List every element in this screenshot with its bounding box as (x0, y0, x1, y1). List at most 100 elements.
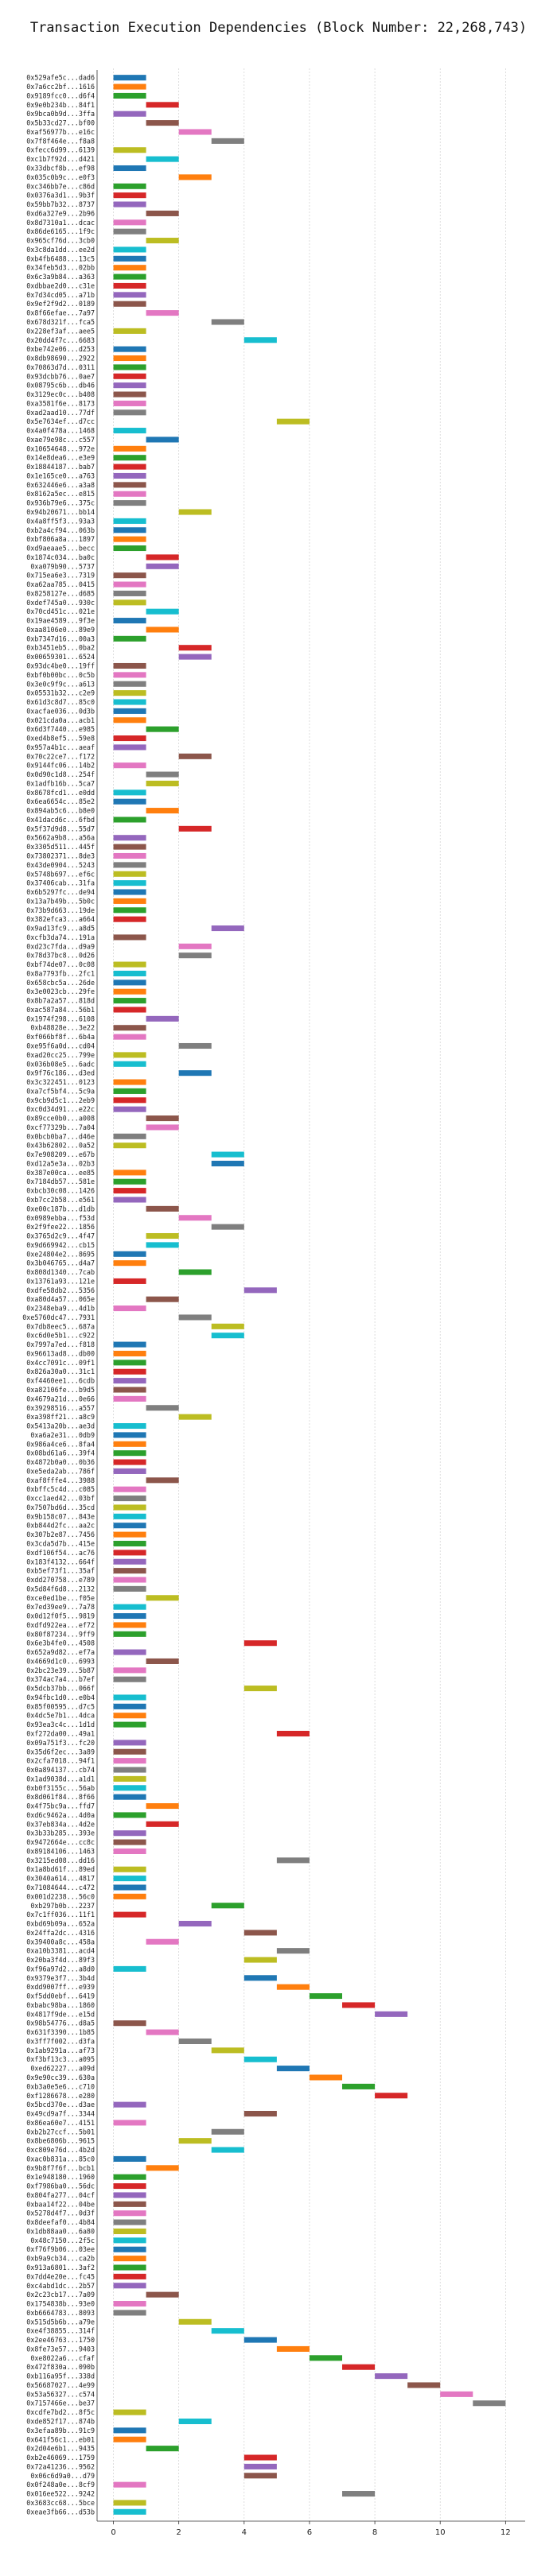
y-tick-label: 0x08bd61a6...39f4 (26, 1449, 95, 1457)
y-tick-label: 0x8fe73e57...9403 (26, 2345, 95, 2353)
dependency-bar (211, 2047, 244, 2054)
dependency-bar (113, 1812, 146, 1818)
dependency-bar (211, 1224, 244, 1230)
dependency-bar (243, 1640, 277, 1647)
y-tick-label: 0x4a8ff5f3...93a3 (26, 517, 95, 525)
dependency-bar (113, 1676, 146, 1682)
y-tick-label: 0x4f75bc9a...ffd7 (26, 1802, 95, 1810)
y-tick-label: 0x9b8f7f6f...bcb1 (26, 2164, 95, 2172)
dependency-bar (113, 2246, 146, 2252)
dependency-bar (113, 409, 146, 416)
dependency-bar (440, 2391, 473, 2397)
y-tick-label: 0x529afe5c...dad6 (26, 74, 95, 82)
dependency-bar (113, 1585, 146, 1592)
dependency-bar (113, 265, 146, 271)
y-tick-label: 0x33dbcf8b...ef98 (26, 165, 95, 173)
dependency-bar (113, 998, 146, 1004)
y-tick-label: 0x8258127e...d685 (26, 589, 95, 597)
y-tick-label: 0x4872b0a0...0b36 (26, 1458, 95, 1466)
y-tick-label: 0xb3a0e5e6...c710 (26, 2082, 95, 2090)
y-tick-label: 0x641f56c1...eb01 (26, 2435, 95, 2443)
dependency-bar (243, 1975, 277, 1981)
y-tick-labels: 0x529afe5c...dad60x7a6cc2bf...16160x9189… (22, 74, 95, 2516)
dependency-bar (113, 1884, 146, 1891)
grid-lines (113, 68, 506, 2521)
dependency-bar (113, 581, 146, 588)
dependency-bar (243, 1287, 277, 1294)
y-tick-label: 0x2bc23e39...5b87 (26, 1666, 95, 1674)
dependency-bar (375, 2373, 408, 2380)
dependency-bar (113, 1079, 146, 1085)
y-tick-label: 0x9ef2f9d2...0189 (26, 300, 95, 308)
y-tick-label: 0x94fbc1d0...e0b4 (26, 1693, 95, 1701)
dependency-bar (113, 2219, 146, 2225)
y-tick-label: 0x3b33b285...393e (26, 1829, 95, 1837)
y-tick-label: 0x4dc5e7b1...4dca (26, 1712, 95, 1720)
y-tick-label: 0x382efca3...a664 (26, 915, 95, 923)
dependency-bar (146, 238, 179, 244)
dependency-bar (146, 436, 179, 443)
y-tick-label: 0xe95f6a0d...cd04 (26, 1042, 95, 1050)
y-tick-label: 0xf5dd0ebf...6419 (26, 1992, 95, 2000)
dependency-bar (375, 2093, 408, 2099)
y-tick-label: 0x13761a93...121e (26, 1277, 95, 1285)
dependency-bar (113, 789, 146, 796)
dependency-bar (113, 2120, 146, 2126)
dependency-bar (146, 2446, 179, 2452)
dependency-bar (113, 2192, 146, 2198)
y-tick-label: 0x7dd4e20e...fc45 (26, 2272, 95, 2280)
dependency-bar (113, 373, 146, 379)
y-tick-label: 0x894ab5c6...b8e0 (26, 807, 95, 815)
y-tick-label: 0x4cc7091c...09f1 (26, 1359, 95, 1367)
dependency-bar (113, 255, 146, 262)
y-tick-label: 0xa62aa785...0415 (26, 580, 95, 588)
y-tick-label: 0x13a7b49b...5b0c (26, 897, 95, 905)
y-tick-label: 0xdfd922ea...ef72 (26, 1621, 95, 1629)
dependency-bar (146, 102, 179, 108)
dependency-bar (243, 2454, 277, 2461)
y-tick-label: 0x3e0c9f9c...a613 (26, 680, 95, 688)
dependency-bar (113, 1360, 146, 1366)
y-tick-label: 0x4817f9de...e15d (26, 2010, 95, 2018)
y-tick-label: 0x70863d7d...0311 (26, 363, 95, 371)
y-tick-label: 0x957a4b1c...aeaf (26, 743, 95, 751)
y-tick-label: 0xae79e98c...c557 (26, 436, 95, 444)
dependency-bar (113, 183, 146, 189)
dependency-bar (113, 1893, 146, 1899)
dependency-bar (113, 2237, 146, 2244)
dependency-bar (146, 726, 179, 732)
dependency-bar (113, 1260, 146, 1267)
y-tick-label: 0x70cd451c...021e (26, 607, 95, 615)
dependency-bar (113, 2210, 146, 2217)
x-tick-label: 12 (501, 2528, 511, 2537)
dependency-bar (113, 1432, 146, 1438)
dependency-bar (113, 518, 146, 524)
y-tick-label: 0x48c7150...2f5c (30, 2237, 95, 2244)
y-tick-label: 0x94b20671...bb14 (26, 508, 95, 516)
y-tick-label: 0x8d7310a1...dcac (26, 219, 95, 227)
y-tick-label: 0x86de6165...1f9c (26, 227, 95, 235)
dependency-bar (178, 2318, 212, 2325)
dependency-bar (113, 1088, 146, 1094)
dependency-bar (113, 355, 146, 362)
dependency-bar (113, 1178, 146, 1185)
dependency-bar (113, 228, 146, 235)
y-tick-label: 0xbe742e06...d253 (26, 345, 95, 353)
dependency-bar (113, 1649, 146, 1655)
y-tick-label: 0x8a7793fb...2fc1 (26, 969, 95, 977)
y-tick-label: 0x6ea6654c...85e2 (26, 797, 95, 805)
dependency-bar (113, 1568, 146, 1574)
y-tick-label: 0x5b33cd27...bf00 (26, 119, 95, 127)
y-tick-label: 0x6b5297fc...de94 (26, 888, 95, 896)
dependency-bar (113, 844, 146, 850)
dependency-bar (113, 1468, 146, 1474)
y-tick-label: 0x00659301...6524 (26, 653, 95, 661)
dependency-bar (113, 75, 146, 81)
y-tick-label: 0x826a30a0...31c1 (26, 1368, 95, 1375)
y-tick-label: 0xd23c7fda...d9a9 (26, 942, 95, 950)
y-tick-label: 0x9cb9d5c1...2eb9 (26, 1096, 95, 1104)
y-tick-label: 0xa6a2e31...0db9 (30, 1431, 95, 1439)
y-tick-label: 0xb297b0b...2237 (30, 1902, 95, 1910)
y-tick-label: 0x05531b32...c2e9 (26, 689, 95, 697)
